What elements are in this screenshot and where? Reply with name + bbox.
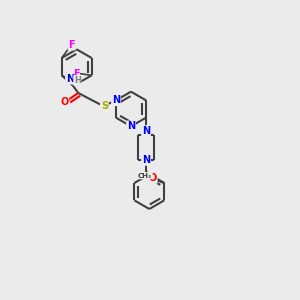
Text: F: F	[73, 69, 79, 79]
Text: N: N	[142, 126, 150, 136]
Text: N: N	[112, 95, 120, 105]
Text: F: F	[68, 40, 75, 50]
Text: CH₃: CH₃	[138, 173, 152, 179]
Text: N: N	[142, 155, 150, 165]
Text: N: N	[127, 121, 135, 131]
Text: O: O	[148, 173, 157, 183]
Text: N: N	[66, 74, 74, 84]
Text: H: H	[74, 76, 81, 85]
Text: S: S	[101, 101, 108, 111]
Text: O: O	[60, 97, 68, 107]
